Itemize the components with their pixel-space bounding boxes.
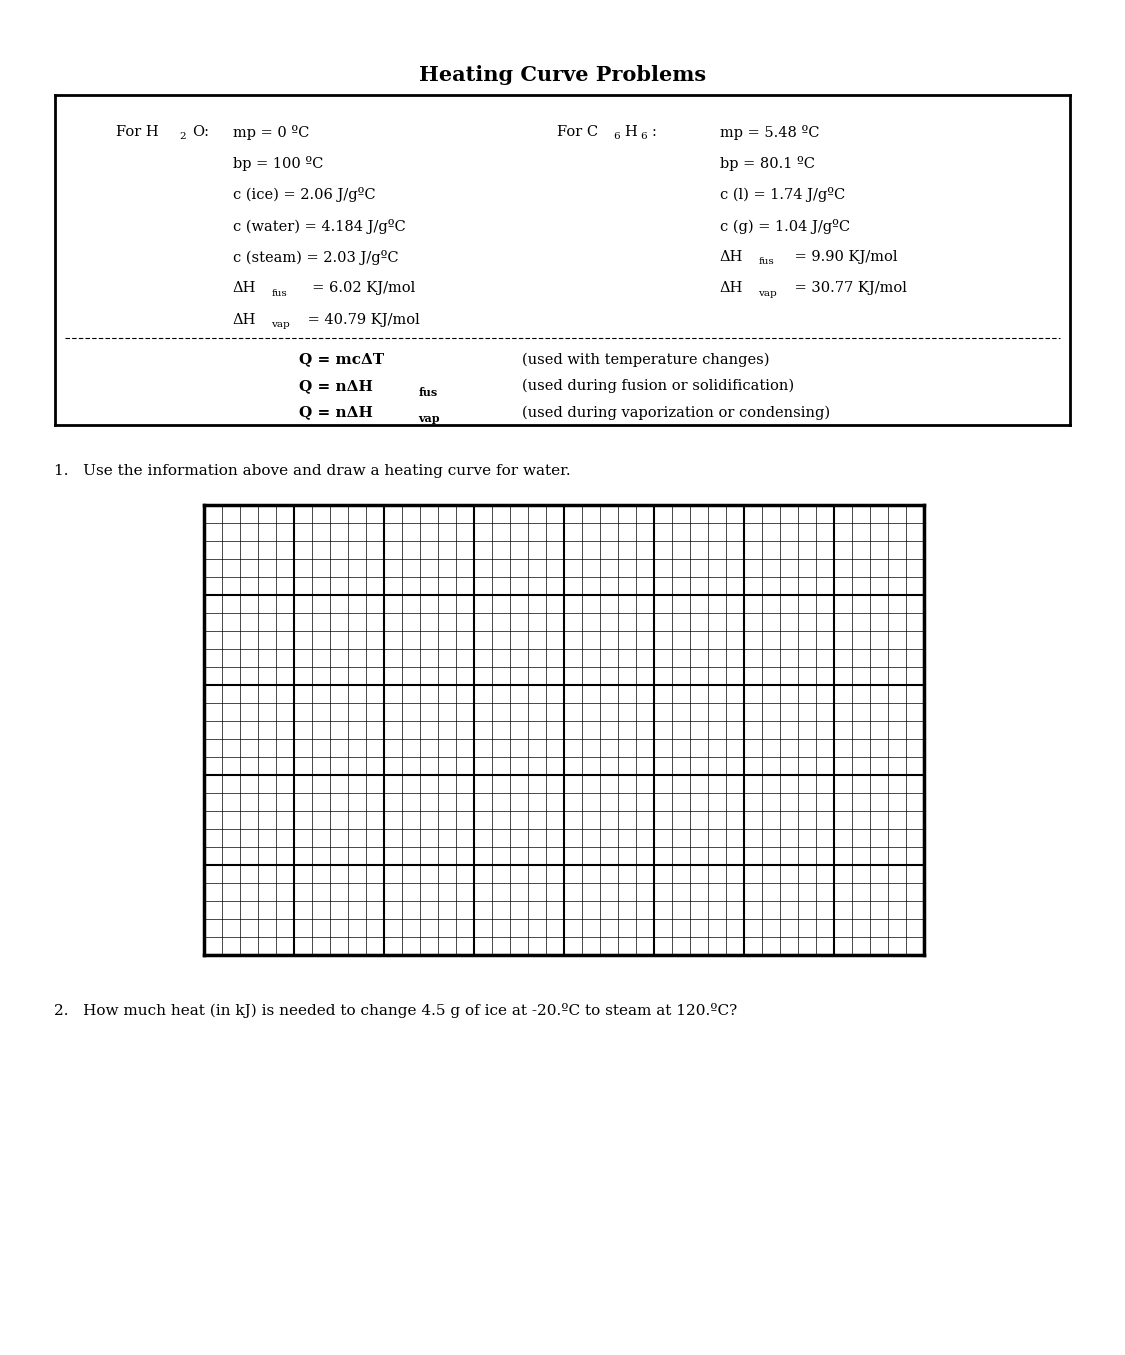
Text: For H: For H — [116, 125, 159, 138]
Text: Q = nΔH: Q = nΔH — [298, 379, 372, 393]
Text: Heating Curve Problems: Heating Curve Problems — [418, 65, 706, 85]
Text: c (ice) = 2.06 J/gºC: c (ice) = 2.06 J/gºC — [233, 187, 376, 202]
Text: Q = mcΔT: Q = mcΔT — [298, 352, 384, 366]
Text: mp = 5.48 ºC: mp = 5.48 ºC — [720, 125, 819, 140]
Text: ΔH: ΔH — [720, 251, 744, 264]
Text: fus: fus — [418, 388, 438, 398]
Text: fus: fus — [271, 289, 287, 298]
Text: 2.   How much heat (in kJ) is needed to change 4.5 g of ice at -20.ºC to steam a: 2. How much heat (in kJ) is needed to ch… — [54, 1003, 737, 1018]
Text: c (steam) = 2.03 J/gºC: c (steam) = 2.03 J/gºC — [233, 251, 398, 266]
Text: 2: 2 — [179, 131, 186, 141]
Text: = 9.90 KJ/mol: = 9.90 KJ/mol — [790, 251, 898, 264]
Text: (used with temperature changes): (used with temperature changes) — [522, 352, 770, 367]
Text: vap: vap — [418, 413, 440, 424]
Text: 6: 6 — [613, 131, 620, 141]
Text: For C: For C — [557, 125, 598, 138]
Text: bp = 80.1 ºC: bp = 80.1 ºC — [720, 156, 814, 171]
Text: 1.   Use the information above and draw a heating curve for water.: 1. Use the information above and draw a … — [54, 463, 570, 478]
Text: vap: vap — [758, 289, 777, 298]
Text: c (l) = 1.74 J/gºC: c (l) = 1.74 J/gºC — [720, 187, 845, 202]
Text: = 30.77 KJ/mol: = 30.77 KJ/mol — [790, 282, 907, 295]
Text: (used during fusion or solidification): (used during fusion or solidification) — [522, 379, 794, 393]
Text: = 40.79 KJ/mol: = 40.79 KJ/mol — [303, 313, 420, 327]
Text: mp = 0 ºC: mp = 0 ºC — [233, 125, 309, 140]
Text: fus: fus — [758, 257, 774, 267]
Text: ΔH: ΔH — [720, 282, 744, 295]
Text: :: : — [651, 125, 657, 138]
Text: H: H — [624, 125, 637, 138]
Text: c (g) = 1.04 J/gºC: c (g) = 1.04 J/gºC — [720, 218, 850, 234]
Text: ΔH: ΔH — [233, 282, 256, 295]
Text: bp = 100 ºC: bp = 100 ºC — [233, 156, 323, 171]
Text: Q = nΔH: Q = nΔH — [298, 405, 372, 419]
Text: = 6.02 KJ/mol: = 6.02 KJ/mol — [303, 282, 415, 295]
Text: O:: O: — [192, 125, 209, 138]
Text: c (water) = 4.184 J/gºC: c (water) = 4.184 J/gºC — [233, 218, 405, 234]
Text: ΔH: ΔH — [233, 313, 256, 327]
Text: (used during vaporization or condensing): (used during vaporization or condensing) — [522, 405, 830, 420]
Text: vap: vap — [271, 320, 290, 329]
Text: 6: 6 — [640, 131, 647, 141]
